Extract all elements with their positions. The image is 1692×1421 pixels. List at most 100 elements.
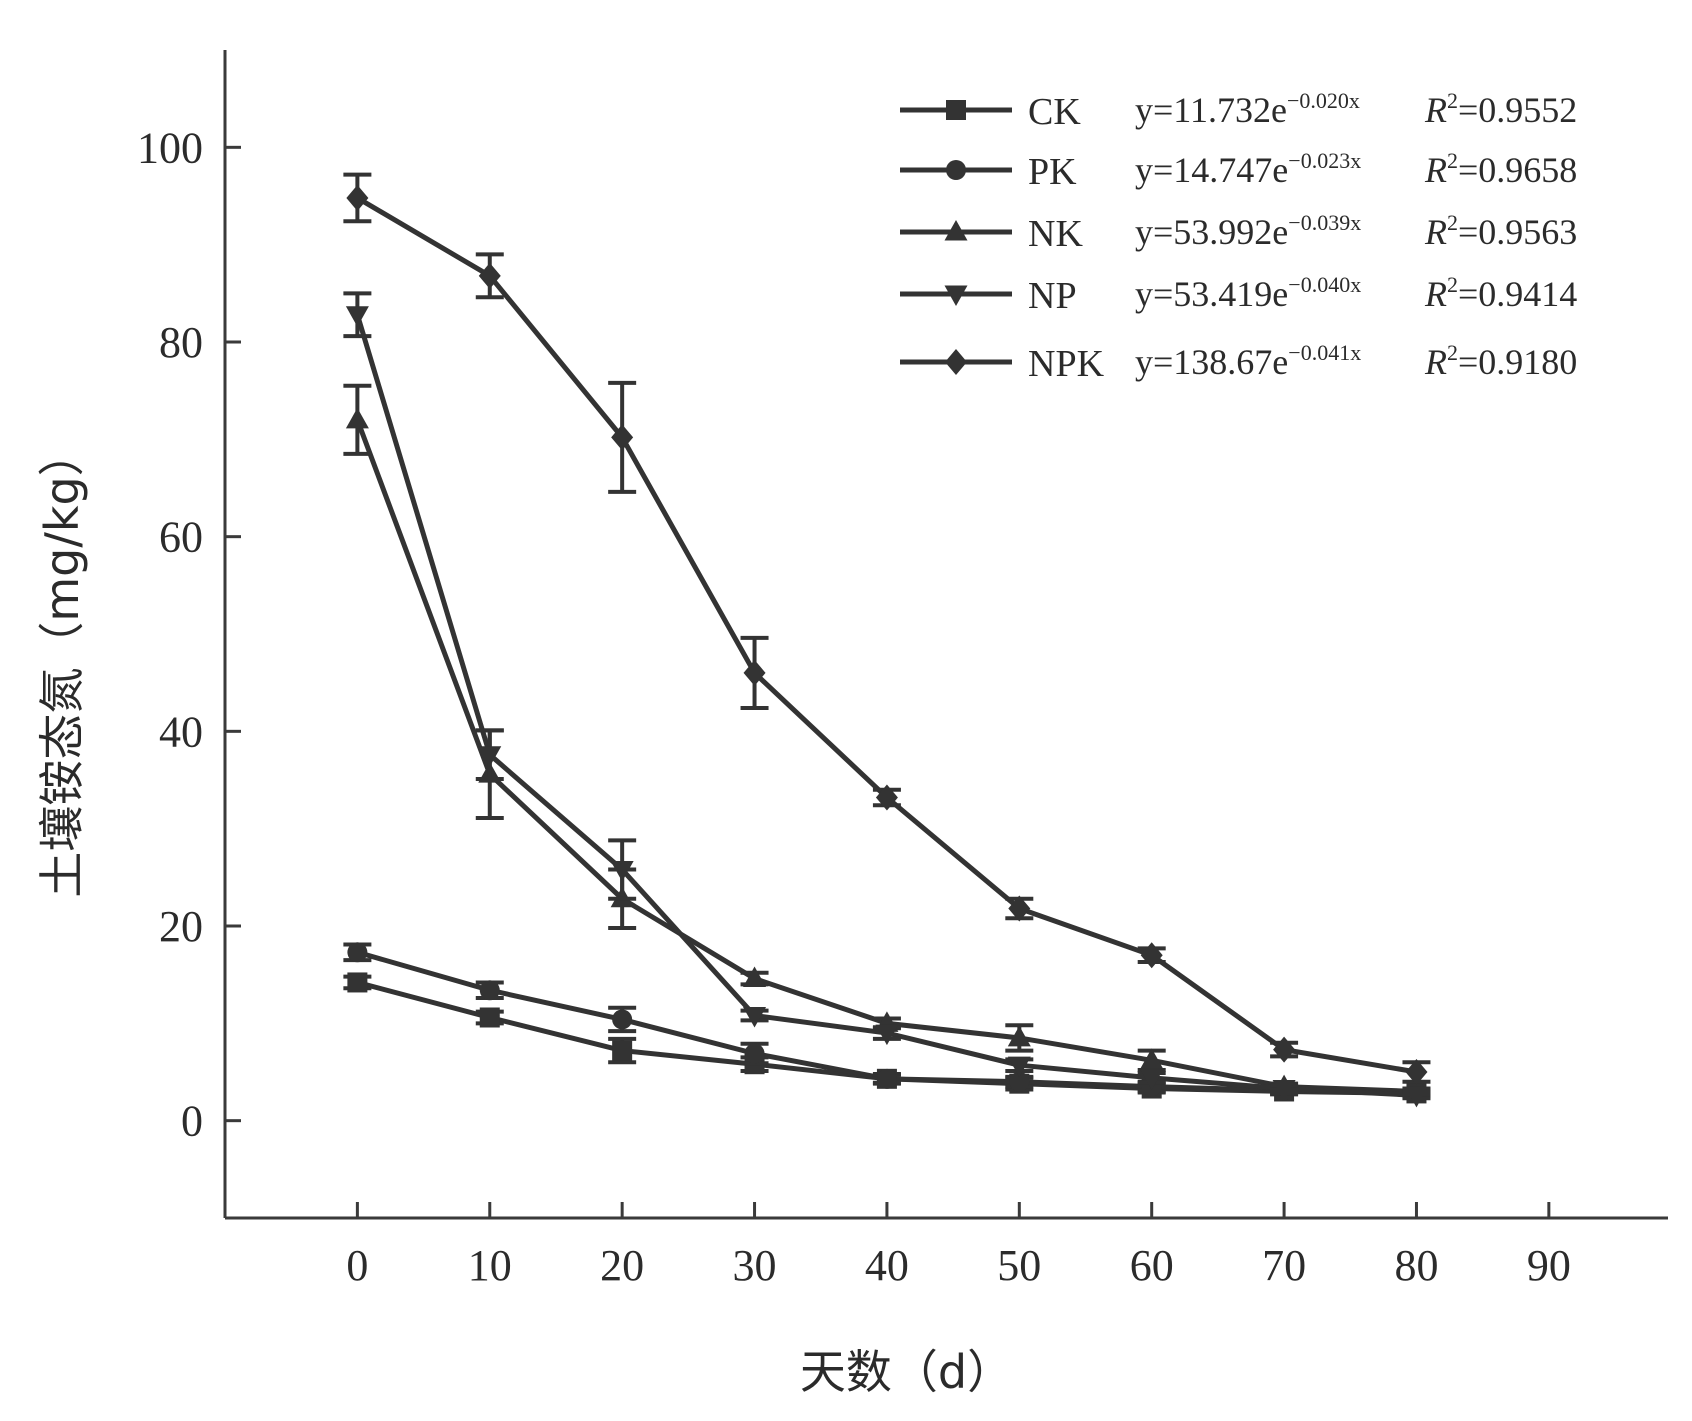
equation-exponent: −0.040x [1288,272,1361,297]
y-tick-label: 20 [159,902,203,951]
series-line-npk [356,195,1417,1075]
legend-r2-npk: R2=0.9180 [1424,340,1577,382]
x-tick-label: 50 [997,1241,1041,1290]
data-point-ck [347,972,368,993]
data-point-np [1272,1080,1296,1101]
y-axis-title: 土壤铵态氮（mg/kg） [35,430,89,897]
data-point-nk [345,407,369,429]
legend-label-ck: CK [1028,91,1081,133]
data-point-pk [744,1043,765,1064]
equation-exponent: −0.020x [1287,88,1360,113]
data-point-np [478,746,502,767]
equation-base: y=138.67e [1135,342,1288,382]
legend-marker-npk [945,349,967,375]
r2-symbol: R [1424,90,1447,130]
equation-base: y=11.732e [1135,90,1287,130]
data-point-npk [346,184,369,211]
data-point-npk [743,659,766,686]
legend-label-nk: NK [1028,213,1083,255]
data-point-ck [612,1040,633,1061]
data-point-npk [611,424,634,451]
legend-equation-nk: y=53.992e−0.039x [1135,210,1361,252]
y-tick-label: 100 [137,123,203,172]
x-tick-label: 20 [600,1241,644,1290]
r2-value: =0.9552 [1458,90,1577,130]
data-point-nk [1007,1025,1031,1047]
r2-superscript: 2 [1447,88,1458,113]
data-point-np [345,306,369,327]
x-tick-label: 40 [865,1241,909,1290]
data-point-nk [743,966,767,988]
equation-base: y=53.419e [1135,274,1288,314]
y-tick-label: 60 [159,513,203,562]
legend-equation-npk: y=138.67e−0.041x [1135,340,1361,382]
data-point-ck [479,1007,500,1028]
r2-symbol: R [1424,342,1447,382]
legend-r2-nk: R2=0.9563 [1424,210,1577,252]
r2-superscript: 2 [1447,210,1458,235]
r2-symbol: R [1424,150,1447,190]
r2-value: =0.9414 [1458,274,1577,314]
data-point-pk [876,1068,897,1089]
data-point-npk [1008,895,1031,922]
equation-exponent: −0.039x [1288,210,1361,235]
data-point-np [743,1007,767,1028]
data-point-np [1007,1056,1031,1078]
data-point-pk [479,980,500,1001]
r2-superscript: 2 [1447,272,1458,297]
equation-exponent: −0.023x [1288,148,1361,173]
data-point-np [875,1024,899,1046]
data-point-np [1140,1069,1164,1090]
data-point-npk [1273,1036,1296,1063]
data-point-np [610,861,634,882]
r2-value: =0.9658 [1458,150,1577,190]
legend-marker-ck [946,100,966,120]
data-point-pk [1009,1071,1030,1092]
x-tick-label: 80 [1394,1241,1438,1290]
legend-equation-np: y=53.419e−0.040x [1135,272,1361,314]
series-line-np [354,314,1417,1098]
legend-entry-ck: CK y=11.732e−0.020x R2=0.9552 [900,88,1577,133]
series-npk [343,172,1431,1085]
r2-value: =0.9180 [1458,342,1577,382]
r2-superscript: 2 [1447,340,1458,365]
legend-r2-pk: R2=0.9658 [1424,148,1577,190]
axes [223,50,1668,1220]
legend-marker-pk [946,160,966,180]
data-point-np [1404,1086,1428,1108]
legend-entry-pk: PK y=14.747e−0.023x R2=0.9658 [900,148,1577,193]
x-tick-label: 70 [1262,1241,1306,1290]
legend-entry-np: NP y=53.419e−0.040x R2=0.9414 [900,272,1577,317]
series-layer [343,172,1431,1108]
x-tick-label: 10 [468,1241,512,1290]
legend-marker-np [944,285,968,306]
x-tick-label: 30 [733,1241,777,1290]
legend-marker-nk [944,220,968,241]
r2-superscript: 2 [1447,148,1458,173]
legend-label-pk: PK [1028,151,1077,193]
legend-equation-ck: y=11.732e−0.020x [1135,88,1360,130]
r2-symbol: R [1424,274,1447,314]
equation-exponent: −0.041x [1288,340,1361,365]
data-point-pk [612,1009,633,1030]
data-point-npk [875,784,898,811]
data-point-npk [1140,942,1163,969]
legend-r2-ck: R2=0.9552 [1424,88,1577,130]
y-tick-label: 80 [159,318,203,367]
r2-symbol: R [1424,212,1447,252]
legend-label-np: NP [1028,275,1077,317]
y-tick-label: 40 [159,707,203,756]
legend-equation-pk: y=14.747e−0.023x [1135,148,1361,190]
data-point-npk [478,262,501,289]
data-point-nk [1140,1048,1164,1069]
y-tick-label: 0 [181,1097,203,1146]
x-axis-title: 天数（d） [800,1345,1013,1399]
legend-entry-nk: NK y=53.992e−0.039x R2=0.9563 [900,210,1577,255]
x-tick-label: 90 [1527,1241,1571,1290]
series-np [343,291,1431,1108]
equation-base: y=14.747e [1135,150,1288,190]
x-tick-label: 60 [1130,1241,1174,1290]
ticks: 0 20 40 60 80 100 0 10 20 30 40 50 60 70 80 90 [137,123,1571,1290]
